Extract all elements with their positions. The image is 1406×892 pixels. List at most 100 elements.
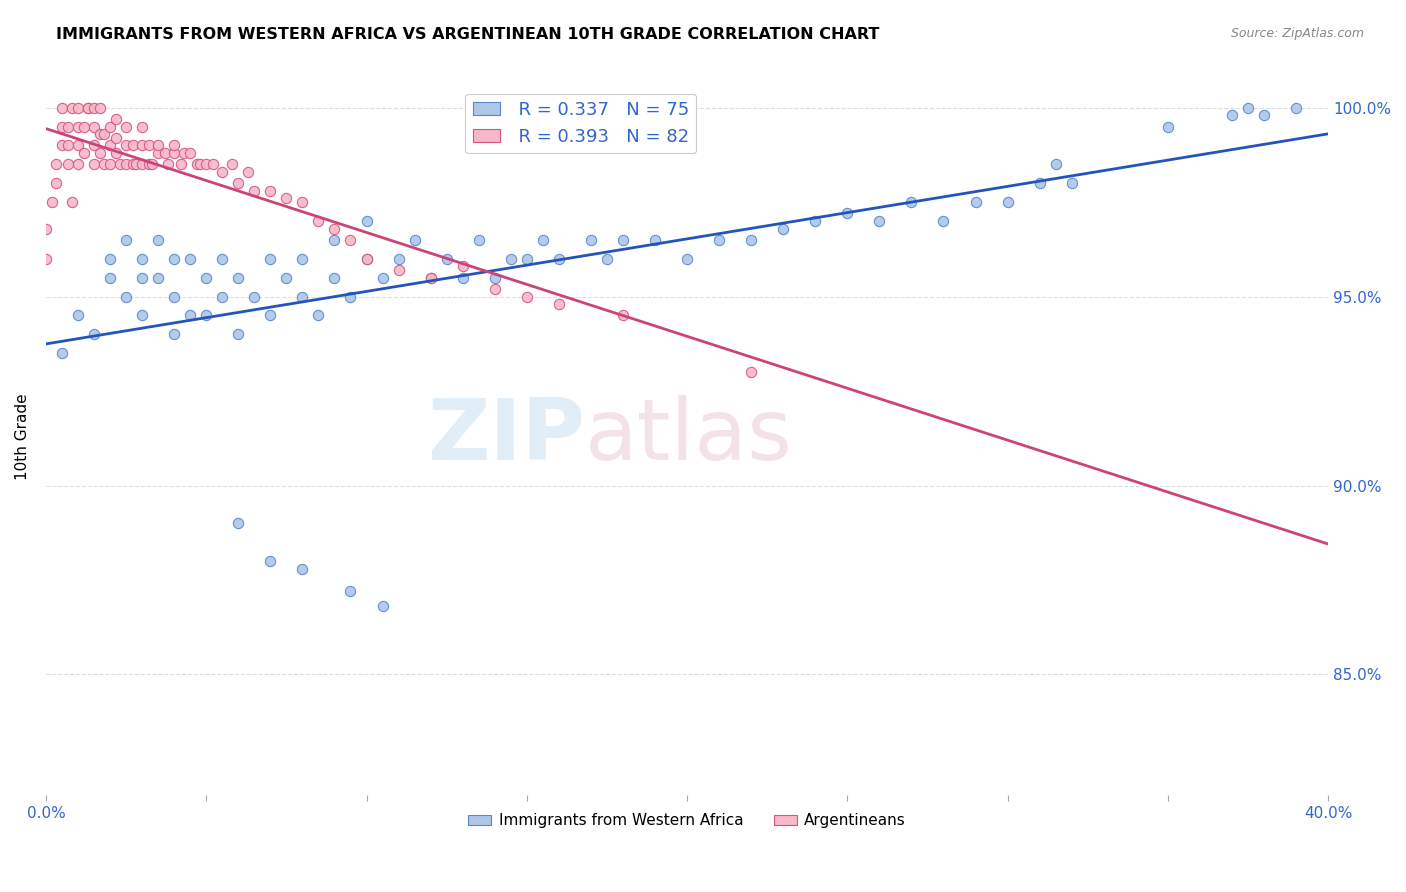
Point xyxy=(98,138,121,153)
Point xyxy=(73,146,96,161)
Point xyxy=(1253,108,1275,122)
Point xyxy=(1028,176,1050,190)
Point xyxy=(58,138,80,153)
Point xyxy=(131,309,153,323)
Point xyxy=(83,157,105,171)
Point xyxy=(138,157,160,171)
Point xyxy=(169,157,191,171)
Point xyxy=(179,309,201,323)
Point xyxy=(83,101,105,115)
Point xyxy=(76,101,98,115)
Point xyxy=(740,365,762,379)
Point xyxy=(35,252,58,266)
Point xyxy=(58,157,80,171)
Point xyxy=(153,146,176,161)
Point xyxy=(339,233,361,247)
Point xyxy=(146,270,169,285)
Point xyxy=(259,309,281,323)
Point xyxy=(707,233,730,247)
Point xyxy=(419,270,441,285)
Point xyxy=(179,146,201,161)
Point xyxy=(98,270,121,285)
Point xyxy=(60,101,83,115)
Point xyxy=(837,206,859,220)
Point xyxy=(291,195,314,210)
Point xyxy=(531,233,554,247)
Point xyxy=(131,157,153,171)
Point xyxy=(51,120,73,134)
Point xyxy=(772,221,794,235)
Point xyxy=(419,270,441,285)
Point xyxy=(76,101,98,115)
Point xyxy=(243,184,266,198)
Point xyxy=(51,138,73,153)
Point xyxy=(66,157,89,171)
Point xyxy=(596,252,619,266)
Point xyxy=(221,157,243,171)
Point xyxy=(579,233,602,247)
Point xyxy=(676,252,699,266)
Point xyxy=(323,270,346,285)
Point xyxy=(179,252,201,266)
Point xyxy=(451,270,474,285)
Point xyxy=(356,252,378,266)
Point xyxy=(323,221,346,235)
Point xyxy=(356,214,378,228)
Point xyxy=(484,282,506,296)
Point xyxy=(291,290,314,304)
Point xyxy=(93,127,115,141)
Text: Source: ZipAtlas.com: Source: ZipAtlas.com xyxy=(1230,27,1364,40)
Point xyxy=(146,233,169,247)
Point xyxy=(131,120,153,134)
Point xyxy=(868,214,890,228)
Point xyxy=(163,138,186,153)
Point xyxy=(115,290,138,304)
Point xyxy=(276,191,298,205)
Point xyxy=(45,157,67,171)
Point xyxy=(115,233,138,247)
Point xyxy=(323,233,346,247)
Text: atlas: atlas xyxy=(585,395,793,478)
Point xyxy=(236,165,259,179)
Point xyxy=(307,309,329,323)
Point xyxy=(804,214,827,228)
Point xyxy=(932,214,955,228)
Point xyxy=(516,252,538,266)
Point xyxy=(83,327,105,342)
Point xyxy=(1220,108,1243,122)
Point xyxy=(163,252,186,266)
Point xyxy=(131,252,153,266)
Point xyxy=(195,309,218,323)
Point xyxy=(51,346,73,360)
Point xyxy=(66,309,89,323)
Point xyxy=(41,195,63,210)
Point xyxy=(965,195,987,210)
Point xyxy=(339,290,361,304)
Point xyxy=(226,516,249,531)
Point xyxy=(89,127,111,141)
Point xyxy=(291,562,314,576)
Point xyxy=(60,195,83,210)
Point xyxy=(141,157,163,171)
Point xyxy=(58,120,80,134)
Point xyxy=(125,157,148,171)
Point xyxy=(1237,101,1260,115)
Point xyxy=(83,138,105,153)
Point xyxy=(163,290,186,304)
Point xyxy=(156,157,179,171)
Point xyxy=(387,263,409,277)
Point xyxy=(89,101,111,115)
Point xyxy=(105,131,128,145)
Point xyxy=(547,297,569,311)
Point xyxy=(644,233,666,247)
Point xyxy=(66,120,89,134)
Point xyxy=(146,138,169,153)
Point xyxy=(163,146,186,161)
Point xyxy=(93,157,115,171)
Point xyxy=(66,101,89,115)
Point xyxy=(243,290,266,304)
Point xyxy=(211,165,233,179)
Point xyxy=(499,252,522,266)
Point xyxy=(1045,157,1067,171)
Point xyxy=(291,252,314,266)
